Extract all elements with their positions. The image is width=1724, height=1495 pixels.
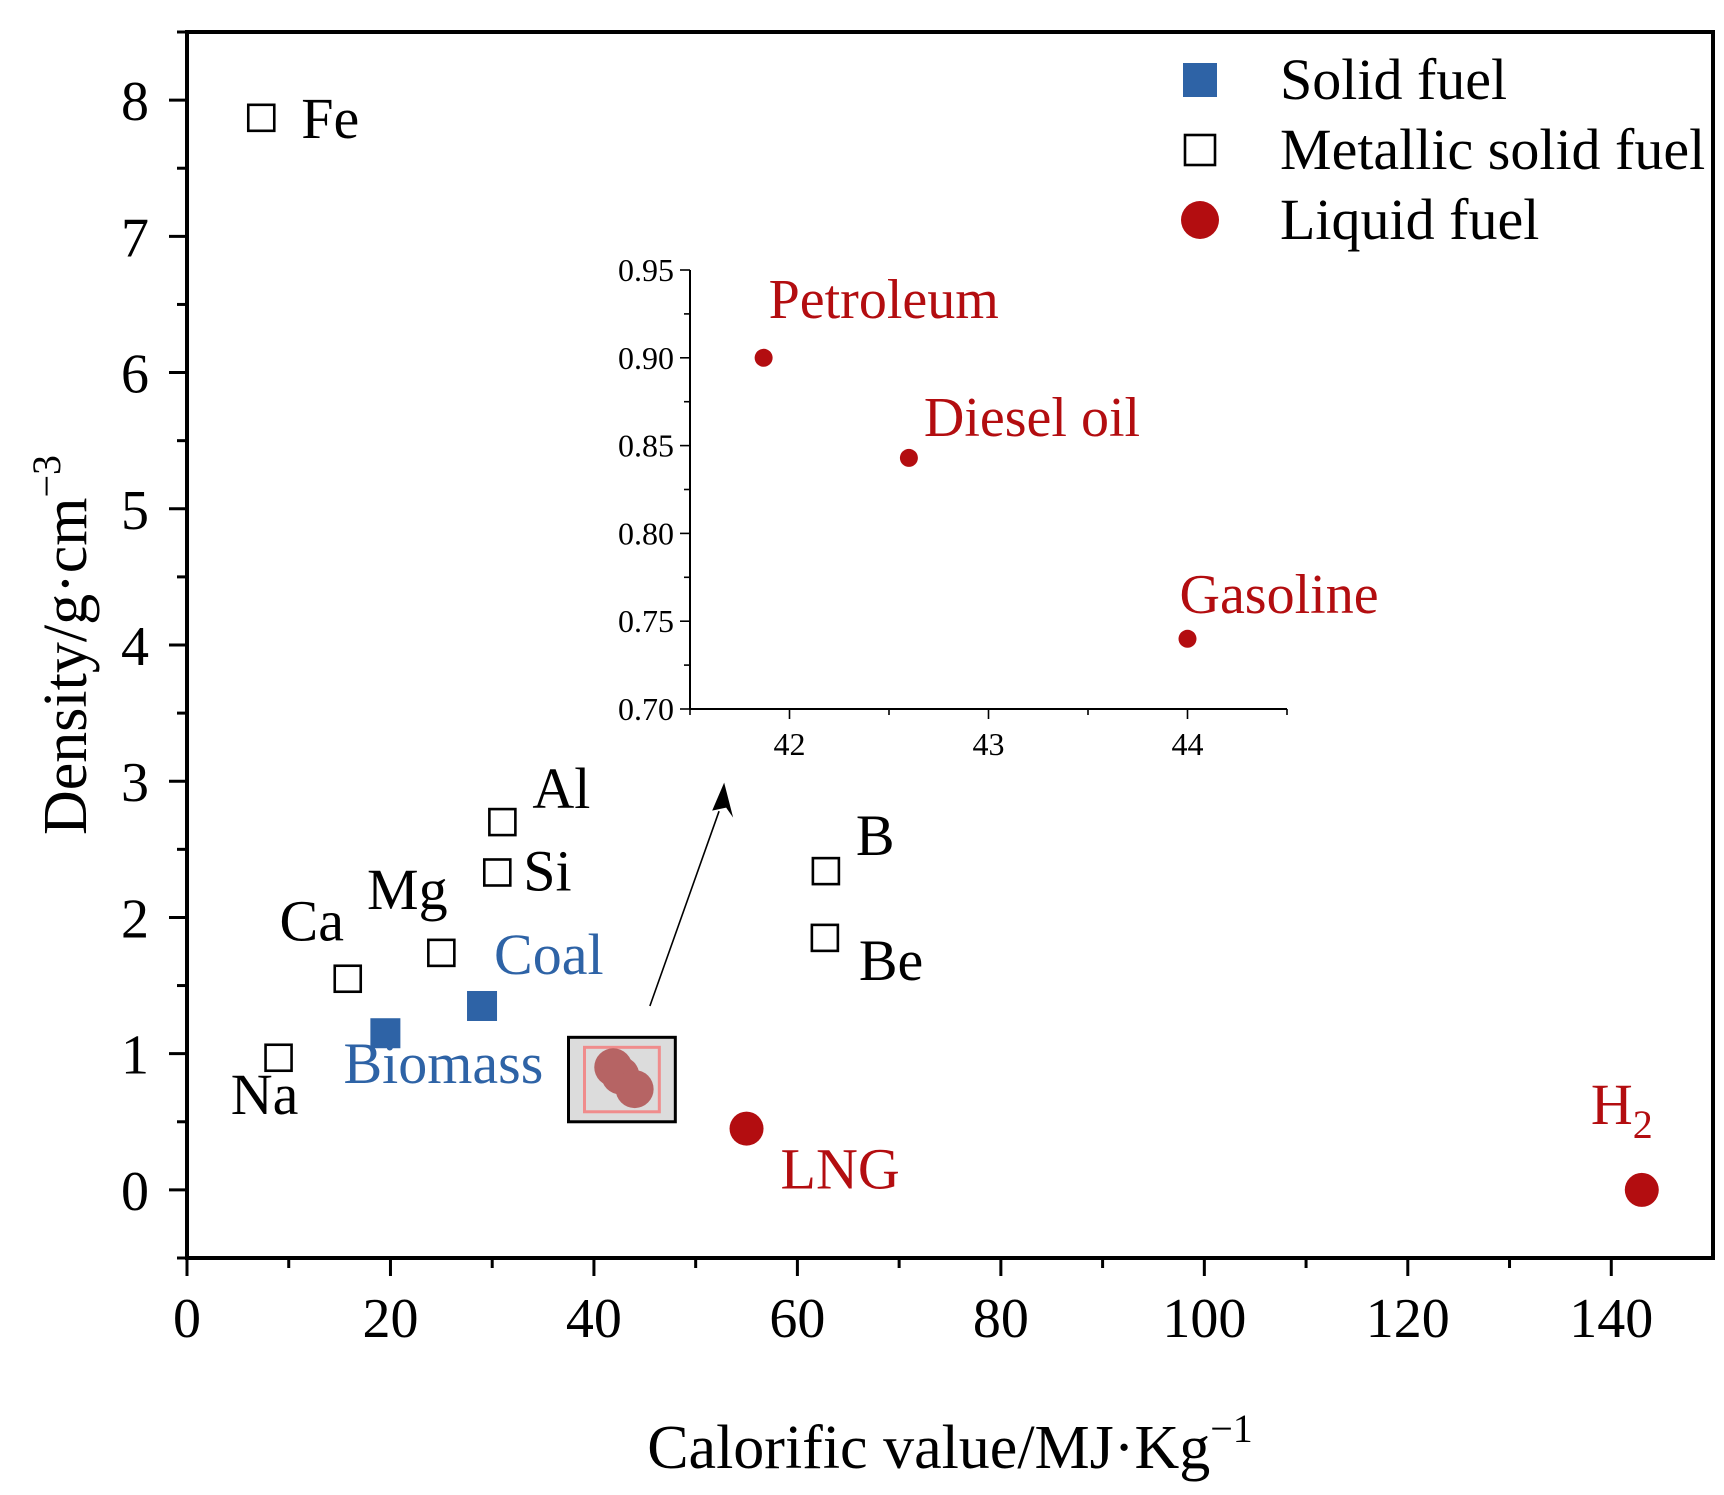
inset-plot: 0.70 0.75 0.80 0.85 0.90 0.95 42 43 44 Petroleum D… xyxy=(618,252,1379,762)
y-tick-label: 0 xyxy=(121,1161,149,1223)
inset-y-tick-label: 0.95 xyxy=(618,252,674,288)
legend-label-metallic-solid-fuel: Metallic solid fuel xyxy=(1280,117,1705,182)
point-label-lng: LNG xyxy=(781,1137,900,1202)
y-tick-label: 6 xyxy=(121,344,149,406)
inset-point-label-diesel-oil: Diesel oil xyxy=(924,387,1140,449)
legend-marker-metallic-solid-fuel xyxy=(1183,133,1217,167)
x-tick-label: 80 xyxy=(973,1288,1029,1350)
x-tick-label: 120 xyxy=(1366,1288,1450,1350)
inset-point-label-gasoline: Gasoline xyxy=(1180,564,1379,626)
legend-label-solid-fuel: Solid fuel xyxy=(1280,47,1507,112)
point-be xyxy=(810,923,840,953)
inset-y-tick-label: 0.75 xyxy=(618,603,674,639)
point-label-mg: Mg xyxy=(367,857,448,922)
point-label-si: Si xyxy=(523,838,571,903)
point-mg xyxy=(427,938,456,968)
point-na xyxy=(264,1043,293,1073)
inset-point-petroleum xyxy=(754,348,773,367)
point-ca xyxy=(333,964,363,994)
inset-point-label-petroleum: Petroleum xyxy=(769,269,999,331)
y-tick-label: 7 xyxy=(121,207,149,269)
inset-point-diesel-oil xyxy=(899,448,918,467)
y-tick-label: 3 xyxy=(121,752,149,814)
y-tick-label: 5 xyxy=(121,480,149,542)
legend-label-liquid-fuel: Liquid fuel xyxy=(1280,187,1539,252)
x-tick-label: 140 xyxy=(1569,1288,1653,1350)
point-al xyxy=(488,807,517,837)
point-b xyxy=(811,856,841,886)
zoom-arrow-head xyxy=(712,782,734,818)
point-label-al: Al xyxy=(532,756,590,821)
zoom-region-inner-box xyxy=(583,1045,661,1114)
point-label-b: B xyxy=(856,803,895,868)
point-lng xyxy=(729,1111,764,1146)
point-label-h: H2 xyxy=(1591,1072,1653,1147)
x-tick-label: 60 xyxy=(769,1288,825,1350)
point-label-coal: Coal xyxy=(494,922,604,987)
x-tick-label: 100 xyxy=(1162,1288,1246,1350)
point-fe xyxy=(246,103,276,133)
inset-y-tick-label: 0.85 xyxy=(618,428,674,464)
point-h xyxy=(1624,1172,1659,1207)
y-tick-label: 8 xyxy=(121,71,149,133)
point-label-na: Na xyxy=(231,1062,299,1127)
inset-x-tick-label: 44 xyxy=(1172,726,1204,762)
y-axis-title: Density/g·cm−3 xyxy=(24,455,100,835)
point-label-biomass: Biomass xyxy=(343,1031,543,1096)
inset-x-tick-label: 43 xyxy=(973,726,1005,762)
point-label-ca: Ca xyxy=(280,889,344,954)
y-tick-label: 4 xyxy=(121,616,149,678)
point-si xyxy=(482,858,512,887)
y-tick-label: 2 xyxy=(121,888,149,950)
point-biomass xyxy=(370,1018,401,1049)
inset-y-tick-label: 0.90 xyxy=(618,340,674,376)
inset-y-tick-label: 0.80 xyxy=(618,515,674,551)
x-tick-label: 0 xyxy=(173,1288,201,1350)
inset-x-tick-label: 42 xyxy=(774,726,806,762)
point-zoomed xyxy=(615,1070,654,1109)
x-axis-title: Calorific value/MJ·Kg−1 xyxy=(647,1406,1253,1482)
x-tick-label: 40 xyxy=(566,1288,622,1350)
zoom-arrow-line xyxy=(649,810,720,1007)
main-plot: 0 20 40 60 80 100 120 140 0 1 2 3 4 5 6 7 8 Calorific val… xyxy=(24,30,1715,1482)
point-coal xyxy=(467,990,498,1021)
inset-point-gasoline xyxy=(1178,629,1197,648)
point-label-be: Be xyxy=(859,928,923,993)
x-tick-label: 20 xyxy=(362,1288,418,1350)
legend-marker-solid-fuel xyxy=(1183,63,1217,97)
point-label-fe: Fe xyxy=(301,86,359,151)
inset-y-tick-label: 0.70 xyxy=(618,691,674,727)
y-tick-label: 1 xyxy=(121,1025,149,1087)
legend-marker-liquid-fuel xyxy=(1181,201,1219,239)
